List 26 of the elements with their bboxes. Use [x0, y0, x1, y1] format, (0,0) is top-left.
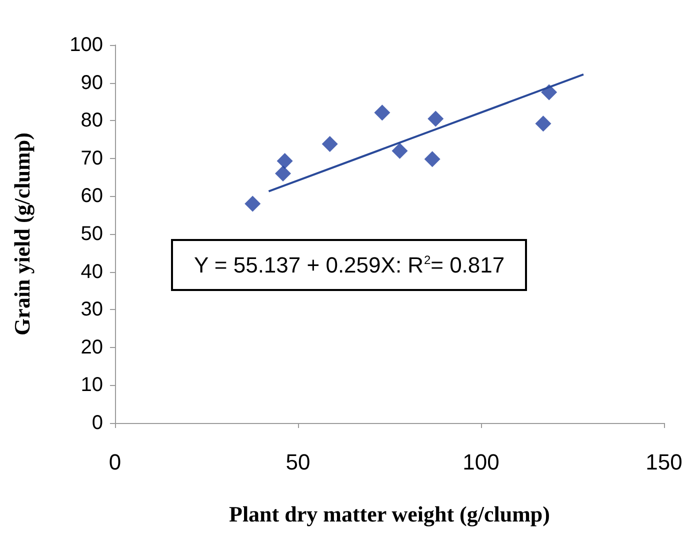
- y-tick-label: 30: [80, 298, 103, 321]
- y-tick-label: 0: [92, 412, 103, 434]
- x-axis-title: Plant dry matter weight (g/clump): [229, 502, 550, 526]
- y-tick-label: 40: [80, 260, 103, 283]
- y-tick-label: 10: [80, 374, 103, 396]
- x-tick-label: 100: [462, 450, 500, 474]
- y-tick-label: 100: [70, 34, 103, 56]
- y-tick-label: 20: [80, 336, 103, 358]
- point: [392, 142, 408, 159]
- y-axis-title: Grain yield (g/clump): [10, 132, 34, 336]
- x-tick-label: 50: [286, 450, 310, 474]
- y-tick-label: 50: [80, 223, 103, 245]
- y-tick-label: 90: [80, 72, 103, 94]
- point: [424, 151, 440, 168]
- point: [374, 104, 390, 121]
- y-tick-label: 80: [80, 110, 103, 132]
- point: [276, 153, 293, 170]
- point: [322, 136, 338, 152]
- point: [274, 166, 291, 182]
- x-tick-label: 150: [646, 450, 682, 474]
- y-tick-label: 70: [80, 147, 103, 170]
- x-tick-label: 0: [108, 450, 122, 474]
- y-tick-label: 60: [80, 185, 103, 208]
- point: [244, 196, 261, 212]
- point: [535, 116, 552, 132]
- point: [428, 110, 444, 127]
